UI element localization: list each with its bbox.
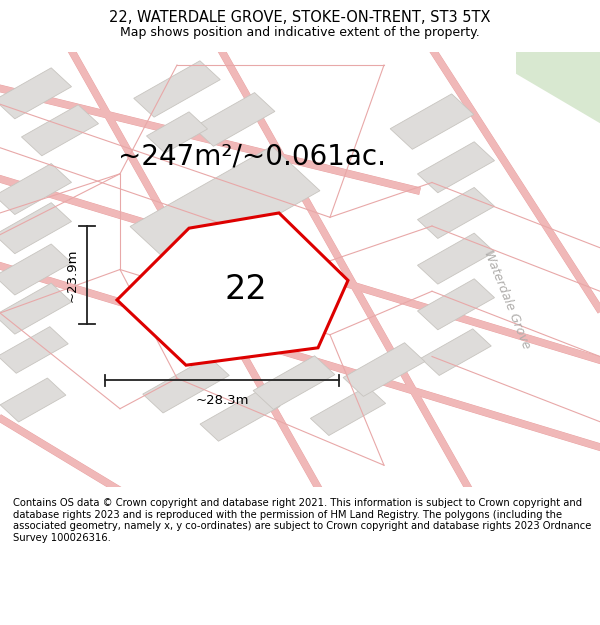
Polygon shape: [0, 283, 71, 334]
Polygon shape: [193, 92, 275, 146]
Polygon shape: [418, 279, 494, 330]
Polygon shape: [418, 233, 494, 284]
Text: ~23.9m: ~23.9m: [65, 248, 79, 302]
Polygon shape: [147, 214, 315, 324]
Polygon shape: [0, 202, 71, 254]
Polygon shape: [22, 105, 98, 156]
Text: Waterdale Grove: Waterdale Grove: [481, 249, 533, 351]
Polygon shape: [516, 43, 600, 130]
Polygon shape: [253, 356, 335, 409]
Text: Contains OS data © Crown copyright and database right 2021. This information is : Contains OS data © Crown copyright and d…: [13, 498, 592, 543]
Text: 22: 22: [224, 272, 267, 306]
Polygon shape: [310, 386, 386, 436]
Polygon shape: [343, 342, 425, 396]
Polygon shape: [0, 164, 71, 214]
Polygon shape: [390, 94, 474, 149]
Text: ~247m²/~0.061ac.: ~247m²/~0.061ac.: [118, 142, 386, 171]
Polygon shape: [418, 188, 494, 239]
Polygon shape: [421, 329, 491, 376]
Polygon shape: [0, 378, 66, 422]
Polygon shape: [0, 244, 71, 295]
Polygon shape: [0, 68, 71, 119]
Polygon shape: [143, 357, 229, 413]
Polygon shape: [146, 112, 208, 153]
Polygon shape: [200, 389, 280, 441]
Polygon shape: [130, 146, 320, 271]
Polygon shape: [134, 61, 220, 117]
Text: ~28.3m: ~28.3m: [195, 394, 249, 406]
Polygon shape: [418, 142, 494, 192]
Text: Map shows position and indicative extent of the property.: Map shows position and indicative extent…: [120, 26, 480, 39]
Polygon shape: [0, 327, 68, 373]
Text: 22, WATERDALE GROVE, STOKE-ON-TRENT, ST3 5TX: 22, WATERDALE GROVE, STOKE-ON-TRENT, ST3…: [109, 11, 491, 26]
Polygon shape: [117, 213, 348, 365]
